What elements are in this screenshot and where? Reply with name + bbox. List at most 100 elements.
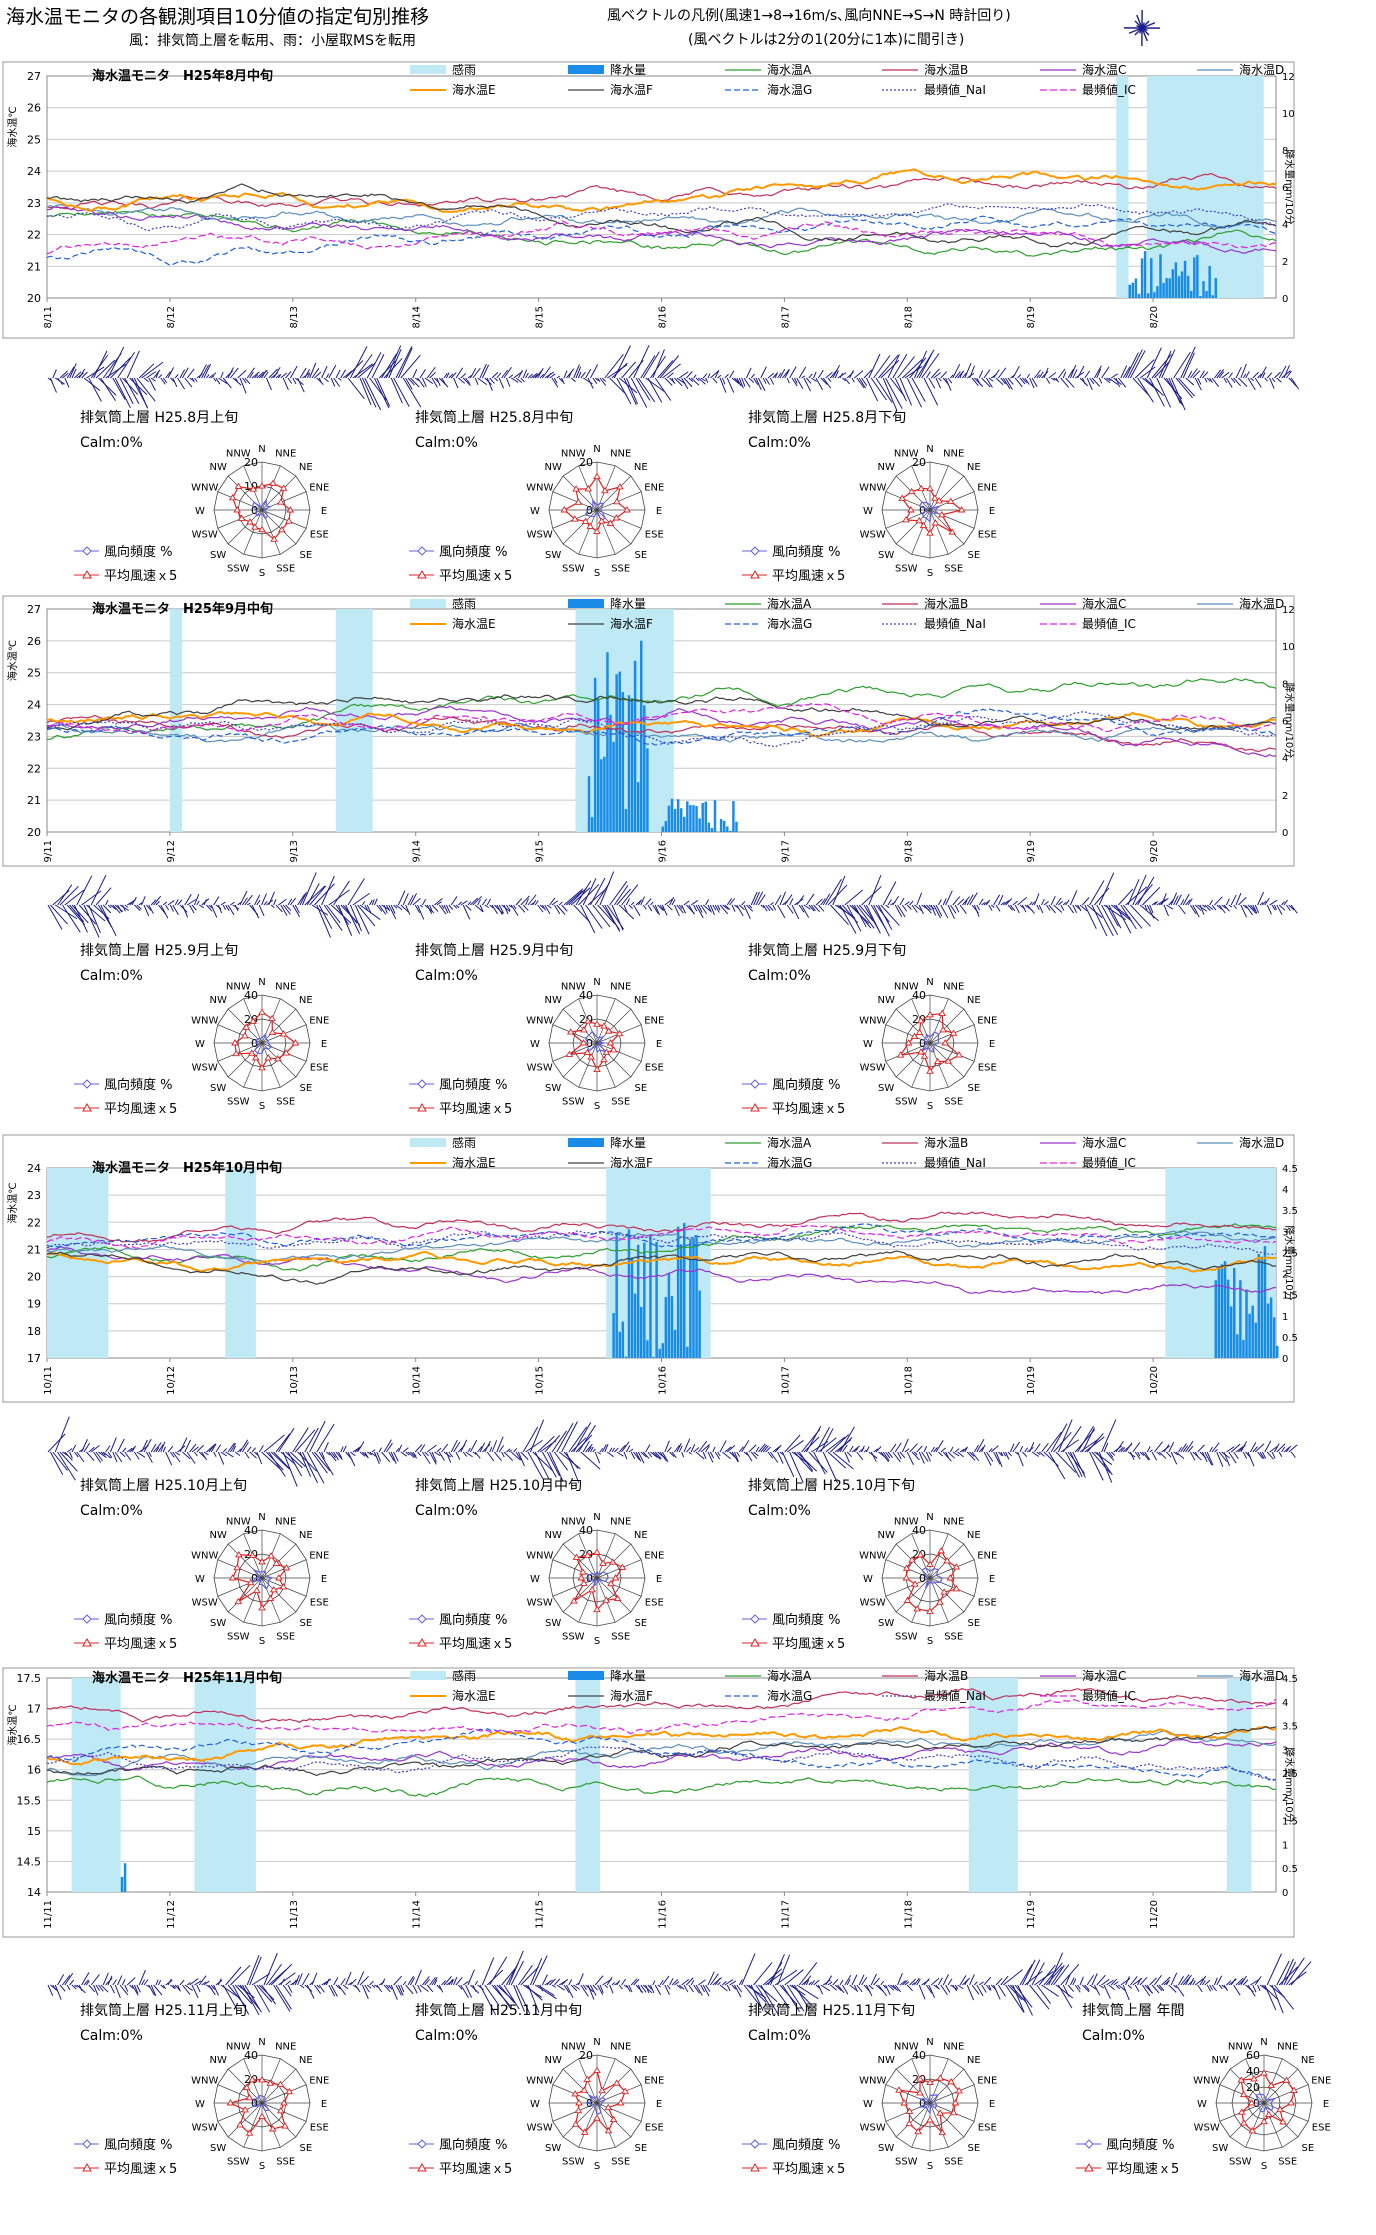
- wind-vector: [256, 371, 265, 379]
- wind-vector: [109, 1984, 115, 1994]
- wind-vector: [539, 1984, 544, 1992]
- wind-rose-panel: N NNENEENEEESESESSESSSWSWWSWWWNWNWNNW020排…: [742, 409, 997, 584]
- wind-vector: [630, 1978, 638, 1986]
- wind-vector: [803, 904, 811, 910]
- wind-vector: [858, 904, 874, 922]
- wind-speed-marker: [285, 2087, 294, 2095]
- wind-vector: [129, 901, 133, 906]
- wind-rose-direction-label: NE: [634, 1530, 648, 1541]
- wind-vector: [1050, 377, 1056, 381]
- rain-sense-band: [71, 1678, 121, 1892]
- wind-vector: [707, 373, 711, 379]
- wind-vector: [237, 1448, 242, 1453]
- wind-vector: [858, 1974, 865, 1986]
- wind-vector: [1204, 1979, 1211, 1986]
- legend-label: 海水温D: [1239, 62, 1284, 77]
- wind-vector: [1240, 904, 1248, 918]
- wind-vector: [170, 1984, 176, 1990]
- precip-bar: [596, 698, 600, 832]
- wind-vector: [700, 1984, 706, 1993]
- wind-vector: [244, 894, 253, 906]
- wind-vector: [664, 1984, 670, 1995]
- y-tick-label: 26: [27, 102, 41, 115]
- wind-vector: [289, 365, 298, 379]
- wind-rose-direction-label: SSE: [944, 1631, 963, 1642]
- wind-vector: [563, 888, 584, 906]
- wind-vector: [962, 372, 967, 379]
- wind-rose-direction-label: S: [927, 1101, 933, 1112]
- wind-vector: [897, 356, 915, 379]
- wind-vector: [885, 904, 890, 909]
- wind-vector: [458, 1984, 463, 1990]
- wind-vector: [438, 1984, 444, 1993]
- wind-vector: [335, 1984, 341, 1990]
- wind-speed-marker: [258, 1558, 266, 1565]
- wind-vector: [277, 373, 282, 379]
- wind-vector: [162, 1984, 167, 1990]
- wind-vector: [750, 1984, 764, 2012]
- wind-vector: [131, 1447, 136, 1453]
- wind-vector: [662, 363, 681, 379]
- wind-rose-direction-label: WSW: [527, 1598, 553, 1609]
- wind-vector: [162, 1446, 167, 1453]
- wind-rose-spoke: [1245, 2102, 1265, 2148]
- wind-vector: [424, 377, 434, 384]
- wind-vector: [712, 1977, 722, 1986]
- wind-vector: [729, 898, 736, 906]
- wind-vector: [265, 377, 272, 391]
- wind-vector: [227, 367, 234, 379]
- wind-speed-marker: [258, 482, 266, 489]
- series-line-a: [46, 677, 1277, 740]
- precip-bar: [627, 1229, 631, 1358]
- wind-vector: [532, 899, 537, 906]
- wind-vector: [758, 1984, 778, 2003]
- wind-rose-direction-label: ENE: [644, 482, 664, 493]
- wind-vector: [244, 377, 251, 385]
- wind-rose-spoke: [562, 1008, 598, 1044]
- wind-vector: [50, 904, 68, 925]
- wind-vector: [678, 1984, 685, 1990]
- wind-vector: [1093, 1984, 1101, 1996]
- wind-speed-marker: [602, 1596, 611, 1603]
- wind-rose-legend-label: 風向頻度 %: [772, 2137, 841, 2153]
- wind-rose-calm: Calm:0%: [80, 2028, 143, 2044]
- wind-vector: [203, 899, 207, 906]
- wind-vector: [374, 1984, 379, 1988]
- wind-rose-direction-label: E: [989, 1039, 995, 1050]
- wind-speed-marker: [935, 497, 943, 504]
- wind-vector: [676, 1984, 682, 1990]
- wind-vector: [220, 1451, 227, 1457]
- wind-vector: [191, 377, 195, 383]
- wind-vector: [182, 1451, 191, 1460]
- wind-vector: [621, 361, 637, 379]
- wind-vector: [412, 1984, 418, 1994]
- wind-vector: [474, 904, 484, 913]
- wind-vector: [1106, 1451, 1115, 1462]
- wind-vector: [762, 377, 767, 384]
- x-tick-label: 9/13: [289, 840, 300, 862]
- wind-vector: [957, 898, 965, 906]
- wind-rose-direction-label: S: [594, 1636, 600, 1647]
- wind-rose-spoke: [929, 998, 949, 1044]
- wind-vector: [630, 1451, 636, 1460]
- precip-bar: [1153, 292, 1156, 298]
- wind-vector: [1216, 904, 1223, 910]
- wind-vector: [246, 1954, 260, 1986]
- wind-vector: [1132, 874, 1147, 906]
- wind-vector: [971, 1451, 980, 1461]
- wind-rose-spoke: [578, 2102, 598, 2148]
- wind-vector: [1197, 904, 1208, 912]
- wind-vector: [280, 1978, 285, 1986]
- wind-vector: [369, 899, 373, 906]
- wind-vector: [1139, 366, 1156, 379]
- wind-rose-direction-label: NNW: [561, 2042, 586, 2053]
- wind-rose-direction-label: S: [259, 1101, 265, 1112]
- wind-vector: [1057, 1419, 1073, 1453]
- wind-rose-spoke: [552, 2102, 598, 2122]
- y2-axis-label: 降水量mm/10分: [1283, 149, 1296, 225]
- wind-vector: [1269, 377, 1275, 389]
- wind-vector: [553, 904, 561, 915]
- wind-vector: [1201, 1980, 1206, 1986]
- wind-vector: [1175, 1984, 1185, 1997]
- wind-vector: [628, 904, 633, 910]
